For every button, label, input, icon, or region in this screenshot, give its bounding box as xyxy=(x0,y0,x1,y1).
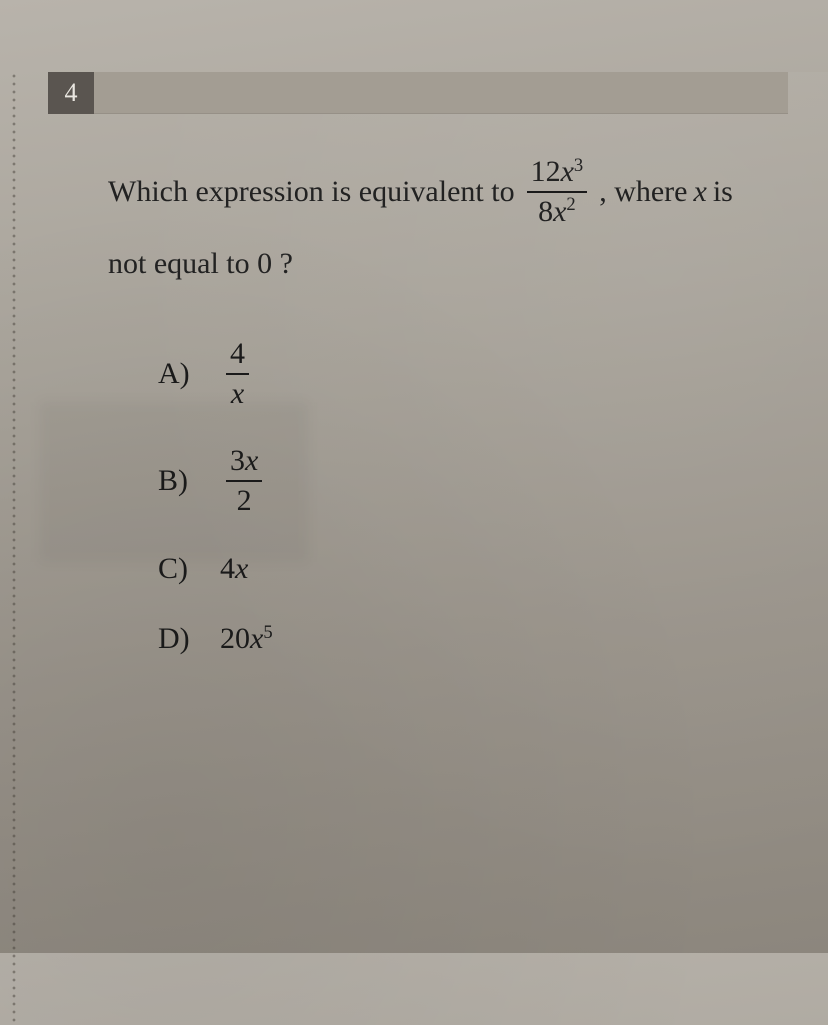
option-b-num-var: x xyxy=(245,444,258,477)
stem-prefix: Which expression is equivalent to xyxy=(108,163,515,220)
option-b-den: 2 xyxy=(233,485,256,517)
option-b[interactable]: B) 3x 2 xyxy=(158,445,788,516)
question-number: 4 xyxy=(65,78,78,108)
stem-after-comma: , where xyxy=(599,163,687,220)
option-b-num-coef: 3 xyxy=(230,444,245,477)
option-letter: B) xyxy=(158,464,202,498)
option-a-fraction: 4 x xyxy=(226,338,249,409)
num-exp: 3 xyxy=(574,155,583,176)
option-c-coef: 4 xyxy=(220,552,235,585)
option-d-expr: 20x5 xyxy=(220,622,273,656)
option-a[interactable]: A) 4 x xyxy=(158,338,788,409)
option-letter: D) xyxy=(158,622,202,656)
stem-fraction-bar xyxy=(527,191,588,193)
stem-fraction: 12x3 8x2 xyxy=(527,156,588,227)
stem-after-var: is xyxy=(713,163,733,220)
option-letter: A) xyxy=(158,357,202,391)
option-a-den: x xyxy=(227,378,248,410)
den-coef: 8 xyxy=(538,195,553,228)
num-var: x xyxy=(561,155,574,188)
option-c[interactable]: C) 4x xyxy=(158,552,788,586)
question-number-box: 4 xyxy=(48,72,94,114)
option-d-coef: 20 xyxy=(220,622,250,655)
option-b-fraction: 3x 2 xyxy=(226,445,262,516)
option-letter: C) xyxy=(158,552,202,586)
option-d[interactable]: D) 20x5 xyxy=(158,622,788,656)
option-a-bar xyxy=(226,373,249,375)
option-b-bar xyxy=(226,480,262,482)
option-d-exp: 5 xyxy=(263,622,272,643)
stem-fraction-numerator: 12x3 xyxy=(527,156,588,188)
den-exp: 2 xyxy=(566,194,575,215)
stem-fraction-denominator: 8x2 xyxy=(534,196,580,228)
page: 4 Which expression is equivalent to 12x3… xyxy=(0,72,828,656)
option-c-expr: 4x xyxy=(220,552,248,586)
num-coef: 12 xyxy=(531,155,561,188)
den-var: x xyxy=(553,195,566,228)
option-c-var: x xyxy=(235,552,248,585)
question-header-rule xyxy=(94,72,788,114)
option-b-num: 3x xyxy=(226,445,262,477)
stem-row-2: not equal to 0 ? xyxy=(108,235,752,292)
option-d-var: x xyxy=(250,622,263,655)
option-a-num: 4 xyxy=(226,338,249,370)
question-stem: Which expression is equivalent to 12x3 8… xyxy=(108,156,752,292)
stem-var: x xyxy=(694,163,707,220)
question-header-bar: 4 xyxy=(48,72,788,114)
stem-row-1: Which expression is equivalent to 12x3 8… xyxy=(108,156,752,227)
answer-options: A) 4 x B) 3x 2 C) 4x D) xyxy=(158,338,788,656)
